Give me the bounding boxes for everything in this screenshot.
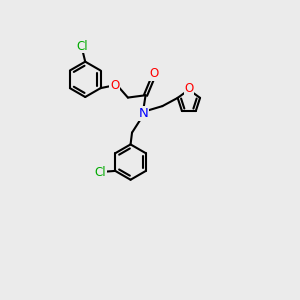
Text: N: N	[138, 107, 148, 120]
Text: O: O	[149, 67, 158, 80]
Text: O: O	[110, 79, 119, 92]
Text: Cl: Cl	[76, 40, 88, 53]
Text: Cl: Cl	[95, 166, 106, 179]
Text: O: O	[184, 82, 194, 95]
